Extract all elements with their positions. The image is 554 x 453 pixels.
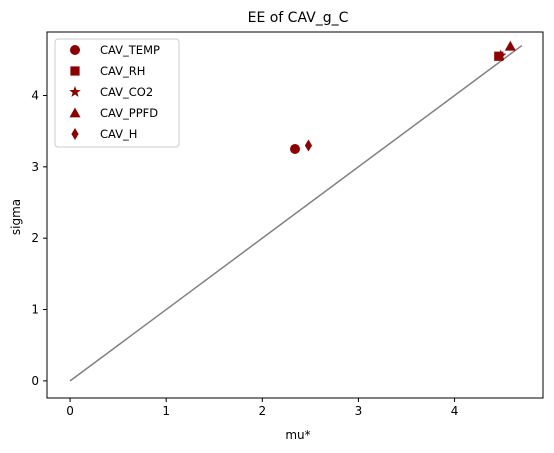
chart-title: EE of CAV_g_C [248,10,349,26]
x-tick-label: 0 [66,404,74,418]
legend-label: CAV_CO2 [100,85,153,99]
x-tick-label: 4 [451,404,459,418]
legend: CAV_TEMP CAV_RH CAV_CO2 CAV_PPFD CAV_H [54,38,180,148]
y-axis-ticks: 0 1 2 3 4 [31,88,47,388]
x-tick-label: 1 [162,404,170,418]
reference-line-layer [69,44,523,382]
legend-marker-cav-ppfd [69,107,81,118]
data-point-cav-h [304,139,313,152]
y-tick-label: 0 [31,374,39,388]
legend-box [54,38,180,148]
legend-marker-cav-temp [70,45,80,55]
data-point-cav-ppfd [504,40,516,51]
legend-marker-cav-co2 [69,86,81,97]
x-axis-label: mu* [285,428,310,442]
legend-label: CAV_RH [100,64,145,78]
plot-area-frame [46,31,544,399]
data-points-layer [290,40,516,155]
y-tick-label: 1 [31,303,39,317]
x-axis-ticks: 0 1 2 3 4 [66,398,458,418]
legend-marker-cav-h [71,128,79,140]
legend-label: CAV_PPFD [100,106,158,120]
y-tick-label: 2 [31,231,39,245]
data-point-cav-temp [290,144,300,155]
reference-line [69,44,523,382]
y-tick-label: 3 [31,160,39,174]
legend-marker-cav-rh [70,66,80,76]
x-tick-label: 3 [355,404,363,418]
y-tick-label: 4 [31,88,39,102]
legend-label: CAV_TEMP [100,43,160,57]
data-point-cav-co2 [495,49,507,61]
y-axis-label: sigma [9,199,23,235]
legend-label: CAV_H [100,127,137,141]
x-tick-label: 2 [258,404,266,418]
